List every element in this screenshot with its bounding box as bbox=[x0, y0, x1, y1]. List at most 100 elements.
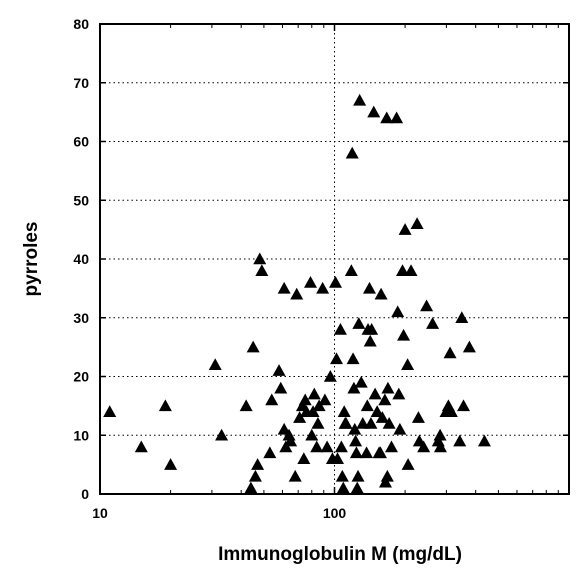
data-point-triangle bbox=[272, 364, 286, 376]
data-points bbox=[103, 93, 491, 494]
data-point-triangle bbox=[306, 405, 320, 417]
data-point-triangle bbox=[134, 440, 148, 453]
data-point-triangle bbox=[307, 387, 321, 400]
data-point-triangle bbox=[397, 328, 411, 341]
data-point-triangle bbox=[374, 287, 388, 300]
data-point-triangle bbox=[411, 411, 425, 423]
data-point-triangle bbox=[215, 428, 229, 441]
data-point-triangle bbox=[239, 399, 253, 412]
data-point-triangle bbox=[380, 111, 394, 124]
data-point-triangle bbox=[444, 405, 458, 417]
data-point-triangle bbox=[320, 440, 334, 453]
axis-ticks bbox=[99, 23, 569, 495]
data-point-triangle bbox=[392, 387, 406, 400]
data-point-triangle bbox=[323, 370, 337, 382]
y-axis-label: pyrroles bbox=[21, 222, 42, 297]
data-point-triangle bbox=[391, 305, 405, 318]
data-point-triangle bbox=[277, 281, 291, 294]
data-point-triangle bbox=[344, 264, 358, 276]
data-point-triangle bbox=[335, 469, 349, 482]
data-point-triangle bbox=[103, 405, 117, 417]
data-point-triangle bbox=[333, 323, 347, 335]
data-point-triangle bbox=[433, 428, 447, 441]
x-tick-label: 10 bbox=[92, 505, 108, 521]
y-tick-label: 20 bbox=[73, 369, 89, 385]
data-point-triangle bbox=[347, 381, 361, 394]
data-point-triangle bbox=[336, 481, 350, 494]
x-tick-label: 100 bbox=[323, 505, 347, 521]
grid-lines bbox=[100, 24, 569, 494]
data-point-triangle bbox=[248, 469, 262, 482]
data-point-triangle bbox=[420, 299, 434, 312]
data-point-triangle bbox=[457, 399, 471, 412]
data-point-triangle bbox=[339, 417, 353, 429]
data-point-triangle bbox=[378, 393, 392, 406]
data-point-triangle bbox=[263, 446, 277, 459]
y-tick-label: 80 bbox=[73, 16, 89, 32]
data-point-triangle bbox=[368, 387, 382, 400]
data-point-triangle bbox=[382, 417, 396, 429]
data-point-triangle bbox=[401, 358, 415, 370]
data-point-triangle bbox=[312, 399, 326, 412]
data-point-triangle bbox=[251, 458, 265, 470]
data-point-triangle bbox=[265, 393, 279, 406]
data-point-triangle bbox=[426, 317, 440, 329]
data-point-triangle bbox=[244, 481, 258, 494]
data-point-triangle bbox=[453, 434, 467, 447]
y-tick-label: 0 bbox=[81, 486, 89, 502]
y-tick-label: 60 bbox=[73, 134, 89, 150]
data-point-triangle bbox=[379, 475, 392, 488]
data-point-triangle bbox=[297, 452, 311, 464]
data-point-triangle bbox=[329, 276, 343, 288]
data-point-triangle bbox=[334, 440, 348, 453]
data-point-triangle bbox=[255, 264, 269, 276]
data-point-triangle bbox=[360, 399, 374, 412]
data-point-triangle bbox=[331, 452, 345, 464]
data-point-triangle bbox=[373, 446, 387, 459]
x-axis-label: Immunoglobulin M (mg/dL) bbox=[218, 544, 462, 565]
data-point-triangle bbox=[380, 469, 394, 482]
data-point-triangle bbox=[356, 417, 370, 429]
data-point-triangle bbox=[311, 417, 325, 429]
data-point-triangle bbox=[208, 358, 222, 370]
data-point-triangle bbox=[310, 440, 324, 453]
data-point-triangle bbox=[274, 381, 288, 394]
data-point-triangle bbox=[360, 446, 374, 459]
data-point-triangle bbox=[351, 469, 365, 482]
data-point-triangle bbox=[352, 317, 366, 329]
data-point-triangle bbox=[349, 434, 363, 447]
y-tick-label: 40 bbox=[73, 251, 89, 267]
data-point-triangle bbox=[246, 340, 260, 353]
data-point-triangle bbox=[284, 434, 298, 447]
data-point-triangle bbox=[316, 281, 330, 294]
data-point-triangle bbox=[410, 217, 424, 229]
data-point-triangle bbox=[455, 311, 469, 323]
data-point-triangle bbox=[462, 340, 476, 353]
data-point-triangle bbox=[362, 281, 376, 294]
data-point-triangle bbox=[288, 469, 302, 482]
data-point-triangle bbox=[164, 458, 178, 470]
data-point-triangle bbox=[393, 422, 407, 435]
data-point-triangle bbox=[303, 276, 317, 288]
data-point-triangle bbox=[346, 352, 360, 365]
data-point-triangle bbox=[298, 393, 312, 406]
data-point-triangle bbox=[364, 417, 378, 429]
data-point-triangle bbox=[384, 440, 398, 453]
data-point-triangle bbox=[350, 481, 364, 494]
data-point-triangle bbox=[349, 446, 363, 459]
data-point-triangle bbox=[370, 405, 384, 417]
data-point-triangle bbox=[367, 105, 381, 118]
data-point-triangle bbox=[375, 411, 389, 423]
data-point-triangle bbox=[363, 334, 377, 347]
data-point-triangle bbox=[396, 264, 410, 276]
data-point-triangle bbox=[417, 440, 431, 453]
data-point-triangle bbox=[282, 428, 296, 441]
data-point-triangle bbox=[279, 440, 293, 453]
data-point-triangle bbox=[345, 146, 359, 159]
data-point-triangle bbox=[404, 264, 418, 276]
data-point-triangle bbox=[390, 111, 404, 124]
y-tick-label: 70 bbox=[73, 75, 89, 91]
